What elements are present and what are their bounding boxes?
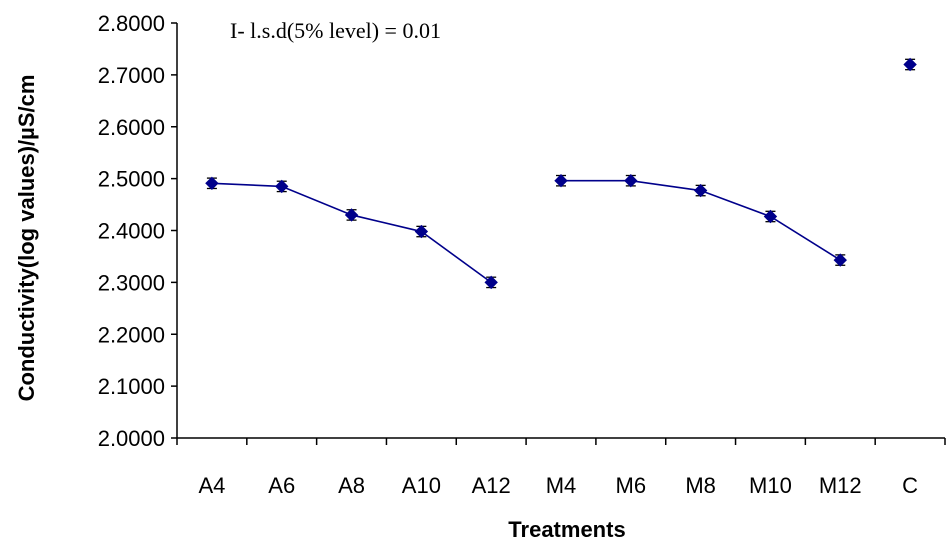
data-point <box>834 254 846 266</box>
x-tick-label: M8 <box>685 473 716 498</box>
data-point <box>346 209 358 221</box>
x-tick-label: A4 <box>198 473 225 498</box>
x-tick-label: A10 <box>402 473 441 498</box>
y-tick-label: 2.8000 <box>98 11 165 36</box>
data-point <box>485 276 497 288</box>
data-point <box>695 185 707 197</box>
y-tick-label: 2.3000 <box>98 270 165 295</box>
data-series <box>206 59 916 289</box>
lsd-annotation: I- l.s.d(5% level) = 0.01 <box>230 18 441 43</box>
x-tick-label: C <box>902 473 918 498</box>
data-point <box>625 175 637 187</box>
data-point <box>276 180 288 192</box>
y-tick-label: 2.1000 <box>98 374 165 399</box>
y-tick-label: 2.4000 <box>98 219 165 244</box>
y-tick-label: 2.0000 <box>98 426 165 451</box>
y-axis-ticks: 2.0000 2.1000 2.2000 2.3000 2.4000 2.5000 2.60… <box>98 11 177 451</box>
series-line <box>212 183 491 282</box>
x-tick-label: M10 <box>749 473 792 498</box>
data-point <box>206 177 218 189</box>
y-axis-title: Conductivity(log values)/µS/cm <box>14 75 39 402</box>
data-point <box>555 175 567 187</box>
x-axis-ticks: A4 A6 A8 A10 A12 M4 M6 M8 M10 M12 C <box>177 438 945 498</box>
x-tick-label: A6 <box>268 473 295 498</box>
y-tick-label: 2.7000 <box>98 63 165 88</box>
x-tick-label: A12 <box>472 473 511 498</box>
y-tick-label: 2.2000 <box>98 322 165 347</box>
data-point <box>415 226 427 238</box>
x-tick-label: A8 <box>338 473 365 498</box>
x-tick-label: M6 <box>616 473 647 498</box>
data-point <box>904 59 916 71</box>
data-point <box>764 210 776 222</box>
y-tick-label: 2.5000 <box>98 167 165 192</box>
y-tick-label: 2.6000 <box>98 115 165 140</box>
x-tick-label: M12 <box>819 473 862 498</box>
x-tick-label: M4 <box>546 473 577 498</box>
x-axis-title: Treatments <box>508 517 625 542</box>
